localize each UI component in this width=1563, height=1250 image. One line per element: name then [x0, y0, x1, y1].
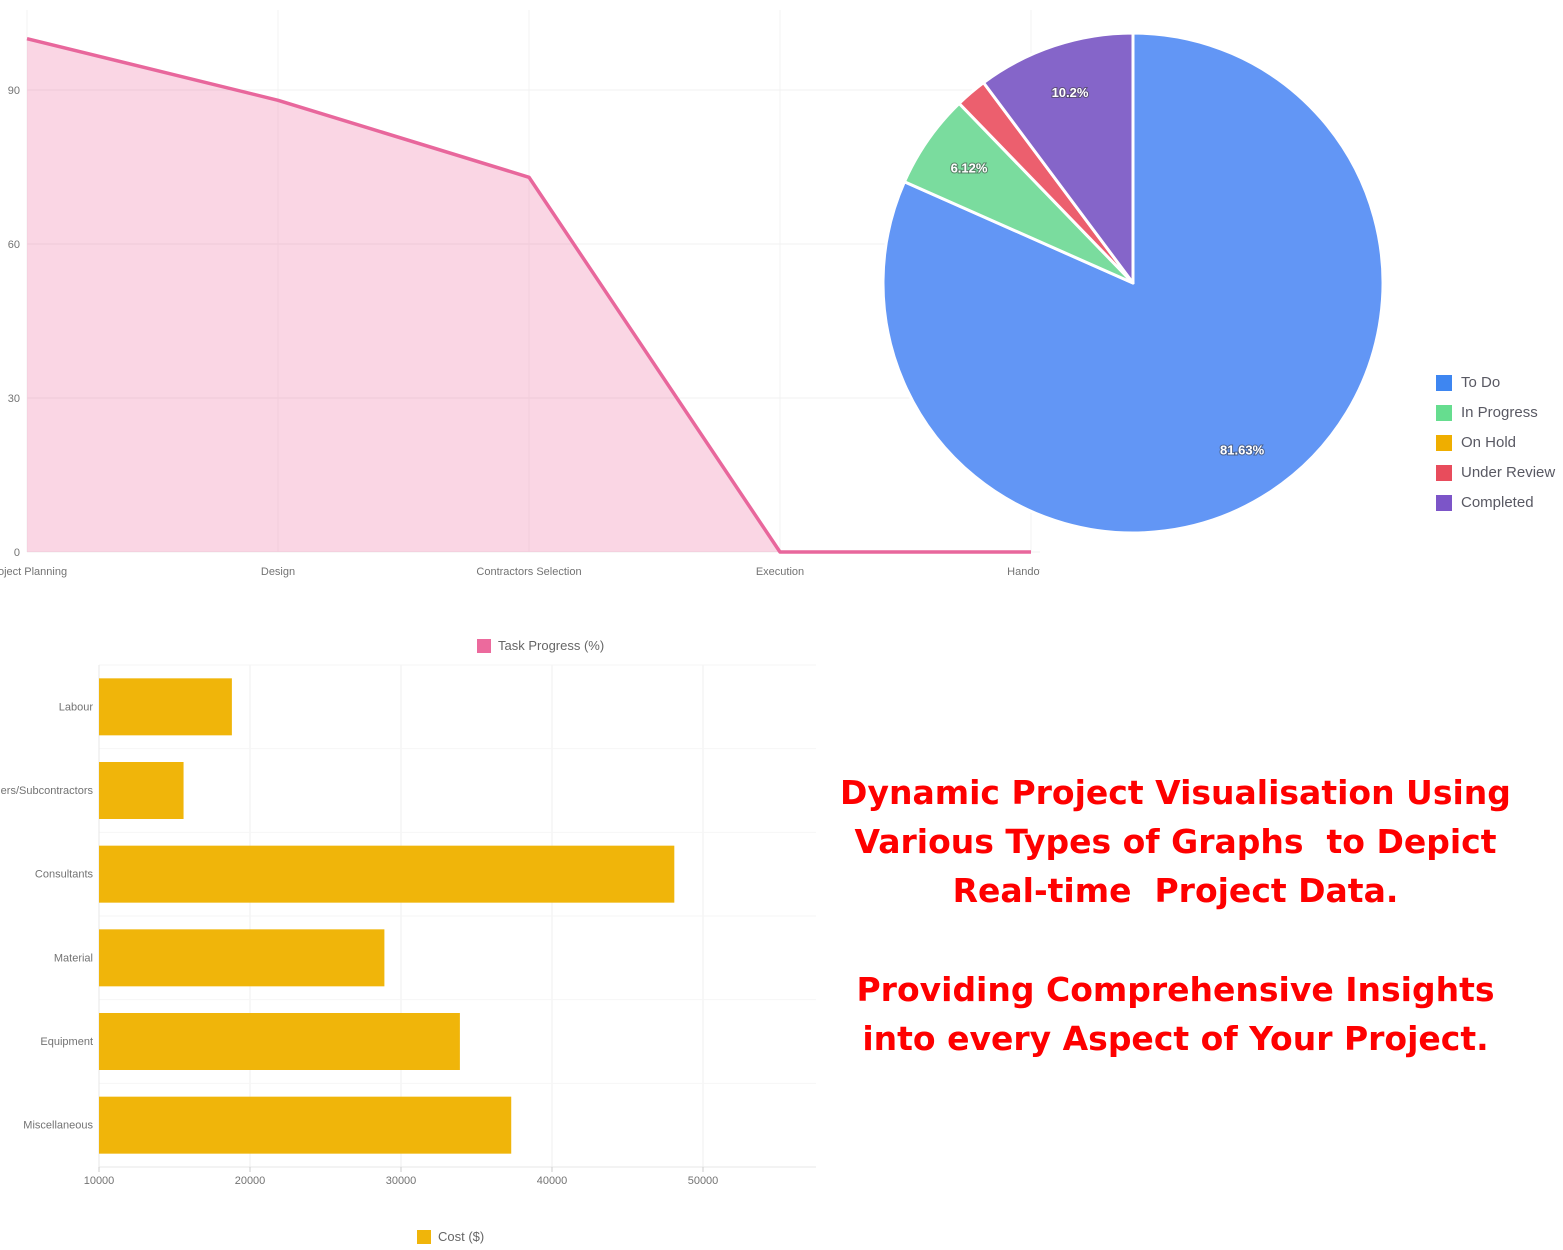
- pie-legend-item-to-do[interactable]: To Do: [1436, 374, 1555, 391]
- legend-swatch-icon: [1436, 404, 1452, 421]
- legend-label: On Hold: [1461, 434, 1517, 451]
- cost-legend-swatch-icon: [417, 1229, 431, 1244]
- bar-x-tick: 50000: [688, 1175, 719, 1187]
- caption-text-panel: Dynamic Project Visualisation Using Vari…: [838, 768, 1513, 1063]
- pie-chart-legend: To Do In Progress On Hold Under Review Compl…: [1436, 374, 1555, 511]
- legend-swatch-icon: [1436, 374, 1452, 391]
- legend-label: In Progress: [1461, 404, 1538, 421]
- legend-swatch-icon: [1436, 464, 1452, 481]
- area-y-tick: 90: [8, 85, 20, 97]
- task-progress-area-fill: [27, 38, 1031, 552]
- pie-chart-canvas: 81.63% 6.12% 10.2%: [881, 31, 1385, 535]
- cost-legend-label: Cost ($): [438, 1229, 485, 1244]
- cost-bar-material: [99, 929, 385, 987]
- bar-category-label: Suppliers/Subcontractors: [0, 785, 93, 797]
- cost-bar-suppliers-subcontractors: [99, 762, 184, 819]
- area-x-tick: Project Planning: [0, 566, 67, 578]
- cost-bar-consultants: [99, 845, 675, 903]
- cost-bar-miscellaneous: [99, 1096, 512, 1154]
- pie-slice-completed: [982, 31, 1135, 285]
- bar-category-label: Labour: [59, 701, 94, 713]
- area-y-tick: 30: [8, 393, 20, 405]
- pie-legend-item-on-hold[interactable]: On Hold: [1436, 434, 1555, 451]
- bar-category-label: Miscellaneous: [23, 1120, 93, 1132]
- area-chart-legend-item[interactable]: Task Progress (%): [477, 638, 604, 653]
- area-y-tick: 60: [8, 239, 20, 251]
- cost-bar-chart: Labour Suppliers/Subcontractors Consultant…: [0, 660, 830, 1190]
- legend-label: To Do: [1461, 374, 1501, 391]
- area-x-tick: Handover: [1007, 566, 1040, 578]
- caption-paragraph-2: Providing Comprehensive Insights into ev…: [856, 970, 1495, 1058]
- task-progress-legend-swatch-icon: [477, 638, 491, 653]
- bar-x-tick: 10000: [84, 1175, 115, 1187]
- pie-legend-item-under-review[interactable]: Under Review: [1436, 464, 1555, 481]
- bar-category-label: Consultants: [35, 869, 94, 881]
- cost-bar-equipment: [99, 1013, 460, 1070]
- bar-x-tick: 20000: [235, 1175, 266, 1187]
- pie-legend-item-completed[interactable]: Completed: [1436, 494, 1555, 511]
- bar-chart-canvas: Labour Suppliers/Subcontractors Consultant…: [0, 664, 816, 1187]
- area-x-tick: Execution: [756, 566, 804, 578]
- area-x-tick: Contractors Selection: [476, 566, 581, 578]
- area-chart-canvas: 0 30 60 90 Project Planning Design Contractors…: [0, 10, 1040, 578]
- bar-category-label: Equipment: [40, 1036, 93, 1048]
- task-progress-area-chart: 0 30 60 90 Project Planning Design Contractors…: [0, 0, 1040, 590]
- legend-swatch-icon: [1436, 434, 1452, 451]
- caption-paragraph-1: Dynamic Project Visualisation Using Vari…: [840, 773, 1511, 910]
- bar-chart-legend-item[interactable]: Cost ($): [417, 1229, 484, 1244]
- bar-category-label: Material: [54, 952, 93, 964]
- pie-legend-item-in-progress[interactable]: In Progress: [1436, 404, 1555, 421]
- task-progress-line: [26, 36, 1031, 554]
- pie-percent-label: 10.2%: [1052, 85, 1089, 100]
- legend-label: Completed: [1461, 494, 1534, 511]
- task-status-pie-chart: 81.63% 6.12% 10.2%: [880, 30, 1386, 536]
- bar-x-tick: 30000: [386, 1175, 417, 1187]
- pie-percent-label: 81.63%: [1220, 443, 1265, 458]
- area-x-tick: Design: [261, 566, 295, 578]
- pie-percent-label: 6.12%: [951, 161, 988, 176]
- area-y-tick: 0: [14, 547, 20, 559]
- cost-bar-labour: [99, 678, 232, 736]
- task-progress-legend-label: Task Progress (%): [498, 638, 605, 653]
- legend-swatch-icon: [1436, 494, 1452, 511]
- bar-x-tick: 40000: [537, 1175, 568, 1187]
- legend-label: Under Review: [1461, 464, 1556, 481]
